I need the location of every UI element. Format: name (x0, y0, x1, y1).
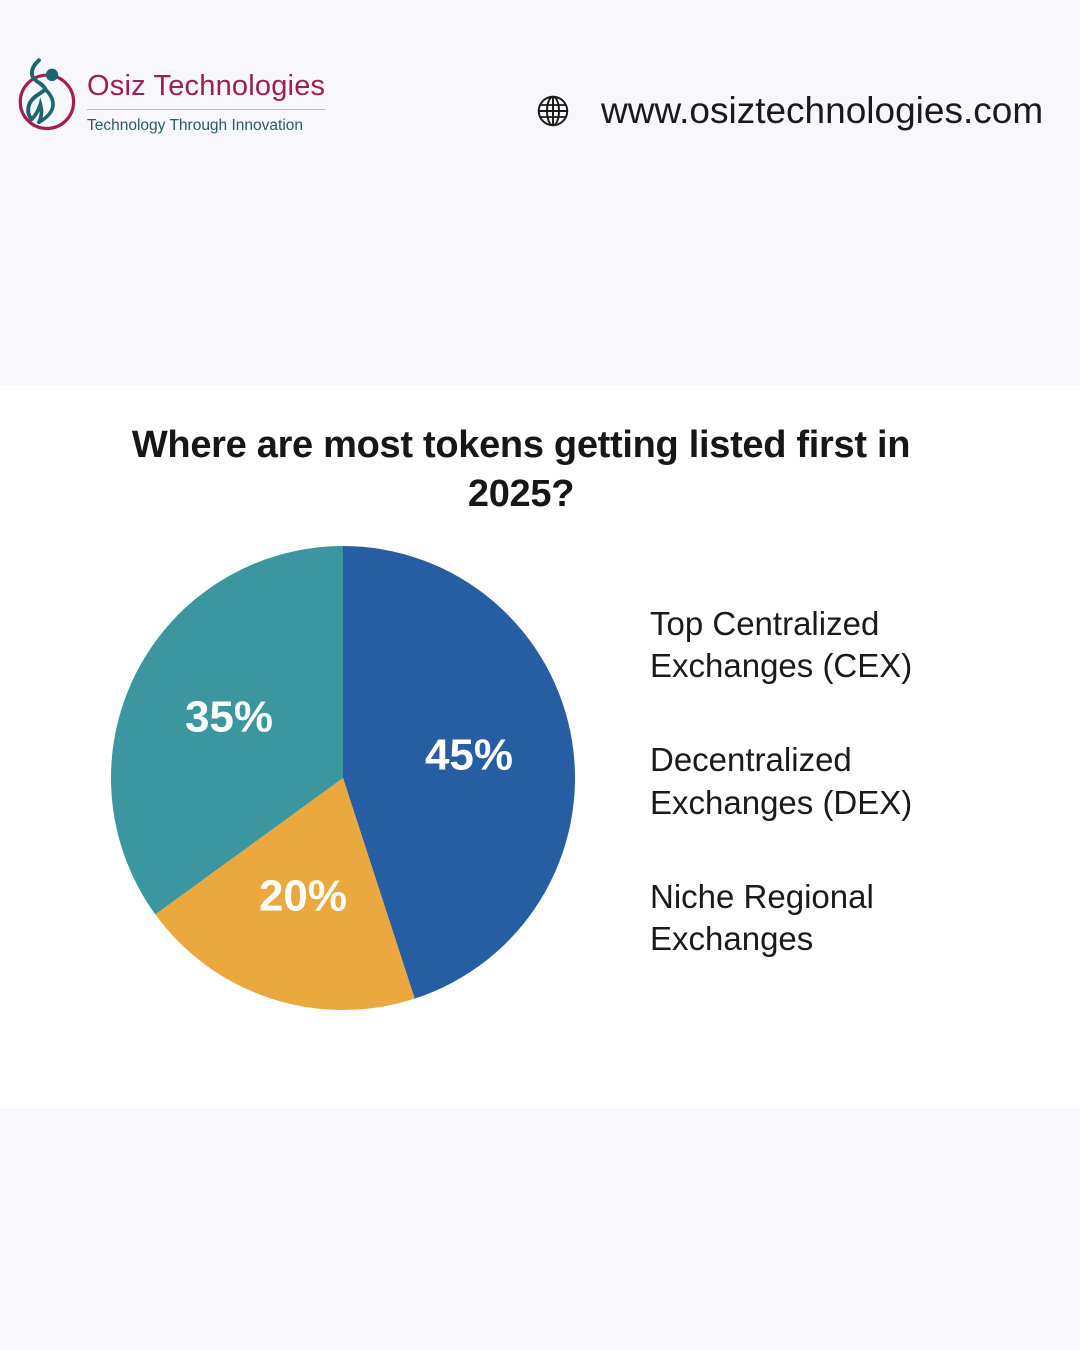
svg-text:20%: 20% (259, 872, 347, 921)
svg-text:35%: 35% (185, 693, 273, 742)
svg-text:45%: 45% (425, 731, 513, 780)
